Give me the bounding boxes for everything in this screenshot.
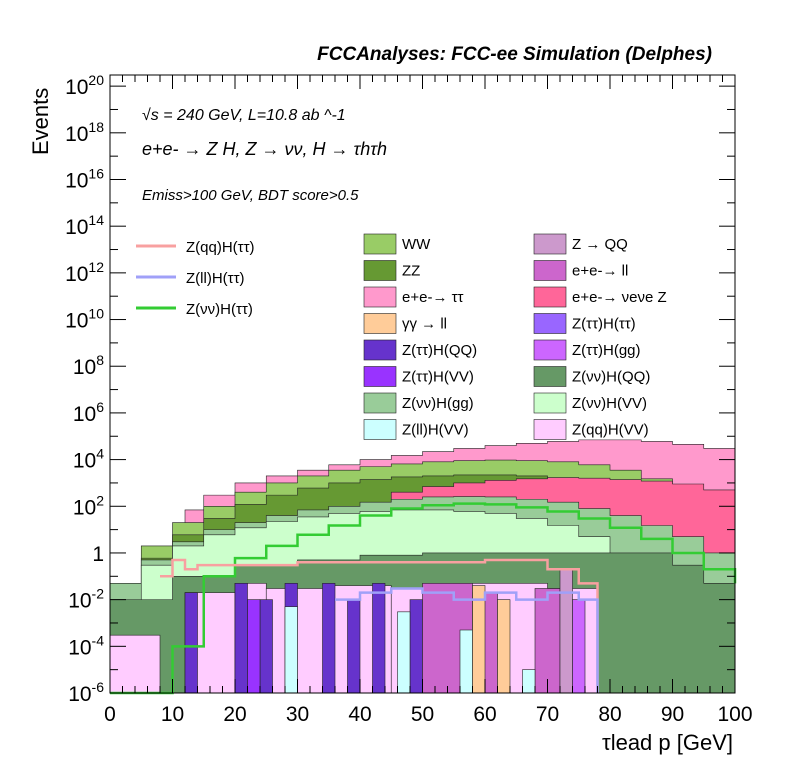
annotation-cuts: Emiss>100 GeV, BDT score>0.5 [142,187,359,204]
x-tick-label-9: 90 [661,703,684,726]
sparse-bar-25 [497,599,511,694]
legend-fill-label-9: Z(ττ)H(gg) [572,342,641,359]
legend-fills: WW Z → QQ ZZ e+e-→ ll e+e-→ ττ e+e-→ νeνe Z γγ… [363,233,667,440]
legend-fill-swatch-1 [533,233,567,255]
sparse-bar-26 [559,568,573,694]
y-tick-label-3: 1 [92,543,104,566]
legend-fill-swatch-11 [533,366,567,387]
x-tick-label-1: 10 [161,703,184,726]
legend-fill-label-4: e+e-→ ττ [402,289,464,306]
x-tick-label-5: 50 [411,703,434,726]
legend-fill-label-3: e+e-→ ll [572,263,628,280]
y-tick-label-1: 10-4 [68,632,104,659]
x-tick-label-2: 20 [223,703,246,726]
legend-fill-swatch-3 [533,260,567,281]
legend-fill-swatch-9 [533,339,567,361]
sparse-bar-20 [284,606,298,694]
line-series-layer [110,502,737,695]
legend-fill-label-11: Z(νν)H(QQ) [572,369,650,386]
legend-fill-swatch-13 [533,392,567,414]
legend-fill-swatch-5 [533,286,567,308]
y-tick-label-4: 102 [73,492,104,519]
legend-fill-swatch-8 [363,339,397,361]
legend-line-label-2: Z(νν)H(ττ) [186,301,253,318]
y-tick-label-7: 108 [73,352,104,379]
x-axis-label: τlead p [GeV] [602,730,733,755]
x-tick-label-8: 80 [598,703,621,726]
legend-line-label-1: Z(ll)H(ττ) [186,270,245,287]
legend-fill-label-6: γγ → ll [402,316,447,333]
legend-line-label-0: Z(qq)H(ττ) [186,239,255,256]
legend-fill-swatch-14 [363,419,397,440]
legend-lines: Z(qq)H(ττ) Z(ll)H(ττ) Z(νν)H(ττ) [136,239,255,318]
y-tick-label-12: 1018 [65,119,104,146]
legend-fill-swatch-10 [363,366,397,387]
legend-fill-label-7: Z(ττ)H(ττ) [572,316,636,333]
legend-fill-swatch-2 [363,260,397,281]
x-tick-label-0: 0 [104,703,116,726]
sparse-bars-layer [109,568,598,694]
legend-fill-label-2: ZZ [402,263,420,280]
legend-fill-label-8: Z(ττ)H(QQ) [402,342,477,359]
sparse-bar-0 [109,634,161,694]
y-tick-label-8: 1010 [65,306,104,333]
line-series-2 [335,587,599,693]
x-tick-label-3: 30 [286,703,309,726]
sparse-bar-10 [259,599,273,694]
sparse-bar-22 [459,629,473,694]
sparse-bar-23 [522,669,536,694]
sparse-bar-14 [372,583,386,694]
y-tick-label-13: 1020 [65,72,104,99]
legend-fill-swatch-0 [363,233,397,255]
sparse-bar-28 [572,599,586,694]
y-tick-label-2: 10-2 [68,586,104,613]
y-tick-label-11: 1016 [65,166,104,193]
y-tick-label-5: 104 [73,446,104,473]
legend-fill-swatch-7 [533,313,567,334]
axis-ticks-layer: 0 10 20 30 40 50 60 70 80 90 10010-610-410-2110210… [65,72,752,726]
sparse-bar-12 [322,583,336,694]
legend-fill-label-13: Z(νν)H(VV) [572,395,647,412]
chart-header: FCCAnalyses: FCC-ee Simulation (Delphes) [317,44,712,65]
legend-fill-swatch-12 [363,392,397,414]
sparse-bar-9 [234,583,248,694]
legend-fill-swatch-4 [363,286,397,308]
x-tick-label-10: 100 [717,703,752,726]
line-series-0 [110,502,737,695]
x-tick-label-6: 60 [473,703,496,726]
line-series-1 [160,558,599,693]
annotation-energy-lumi: √s = 240 GeV, L=10.8 ab ^-1 [142,107,346,124]
legend-fill-label-12: Z(νν)H(gg) [402,395,474,412]
y-axis-label: Events [28,88,53,155]
sparse-bar-27 [247,599,261,694]
annotation-process: e+e- → Z H, Z → νν, H → τhτh [142,139,387,159]
x-tick-label-7: 70 [536,703,559,726]
sparse-bar-8 [184,592,198,694]
sparse-bar-19 [534,588,561,694]
legend-fill-label-5: e+e-→ νeνe Z [572,289,667,306]
legend-fill-label-1: Z → QQ [572,236,628,253]
sparse-bar-13 [347,599,361,694]
sparse-bar-21 [397,611,411,694]
legend-fill-swatch-15 [533,419,567,440]
y-tick-label-6: 106 [73,399,104,426]
y-tick-label-10: 1014 [65,212,104,239]
sparse-bar-15 [409,599,423,694]
x-tick-label-4: 40 [348,703,371,726]
y-tick-label-9: 1012 [65,259,104,286]
legend-fill-label-15: Z(qq)H(VV) [572,422,649,439]
legend-fill-swatch-6 [363,313,397,334]
sparse-bar-24 [472,585,486,694]
y-tick-label-0: 10-6 [68,679,104,706]
legend-fill-label-0: WW [402,236,431,253]
legend-fill-label-14: Z(ll)H(VV) [402,422,469,439]
legend-fill-label-10: Z(ττ)H(VV) [402,369,474,386]
